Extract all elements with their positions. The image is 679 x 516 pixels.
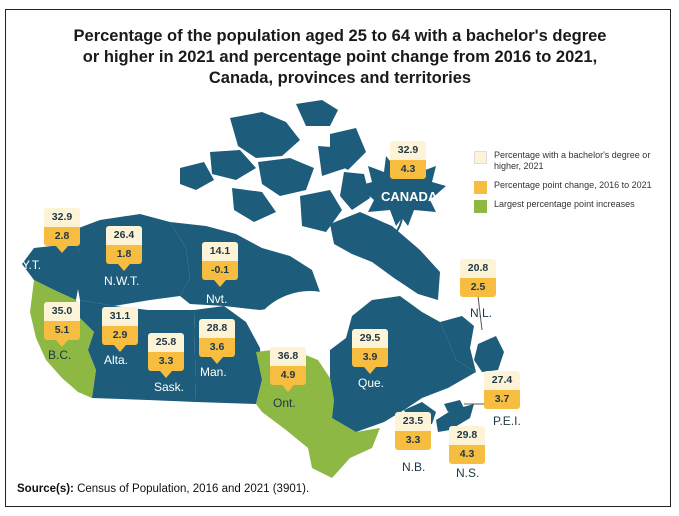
callout-nwt: 26.4 1.8 [106, 226, 142, 271]
pct-2021-value: 29.5 [352, 329, 388, 348]
callout-pointer [282, 385, 294, 392]
legend-swatch [474, 181, 487, 194]
hudson-bay [262, 290, 347, 355]
pct-2021-value: 23.5 [395, 412, 431, 431]
arctic-islands [180, 100, 370, 232]
change-value: 5.1 [44, 321, 80, 340]
pct-2021-value: 20.8 [460, 259, 496, 278]
region-label-sk: Sask. [154, 380, 185, 394]
callout-ns: 29.8 4.3 [449, 426, 485, 464]
callout-pointer [56, 246, 68, 253]
change-value: -0.1 [202, 261, 238, 280]
legend-label: Largest percentage point increases [494, 199, 635, 209]
change-value: 2.8 [44, 227, 80, 246]
legend-label: Percentage with a bachelor's degree or h… [494, 150, 651, 171]
change-value: 3.3 [395, 431, 431, 450]
region-label-qc: Que. [358, 376, 385, 390]
change-value: 2.5 [460, 278, 496, 297]
legend-swatch [474, 151, 487, 164]
region-label-on: Ont. [273, 396, 296, 410]
callout-pointer [364, 367, 376, 374]
region-label-ab: Alta. [104, 353, 129, 367]
region-shape-ns [436, 404, 474, 432]
region-label-nb: N.B. [402, 460, 426, 474]
map-title: Percentage of the population aged 25 to … [20, 26, 660, 89]
canada-label: CANADA [381, 189, 438, 204]
callout-mb: 28.8 3.6 [199, 319, 235, 364]
region-shape-nl-island [474, 336, 504, 372]
change-value: 4.3 [449, 445, 485, 464]
pct-2021-value: 35.0 [44, 302, 80, 321]
callout-yt: 32.9 2.8 [44, 208, 80, 253]
change-value: 2.9 [102, 326, 138, 345]
region-label-yt: Y.T. [22, 258, 42, 272]
change-value: 3.9 [352, 348, 388, 367]
region-label-nwt: N.W.T. [104, 274, 140, 288]
callout-nvt: 14.1 -0.1 [202, 242, 238, 287]
pct-2021-value: 25.8 [148, 333, 184, 352]
title-line-2: or higher in 2021 and percentage point c… [82, 48, 598, 66]
legend-item-pct: Percentage with a bachelor's degree or h… [474, 150, 654, 172]
region-shape-nl [440, 316, 476, 372]
region-label-nl: N.L. [470, 306, 493, 320]
pct-2021-value: 28.8 [199, 319, 235, 338]
change-value: 1.8 [106, 245, 142, 264]
legend: Percentage with a bachelor's degree or h… [474, 150, 654, 218]
pct-2021-value: 31.1 [102, 307, 138, 326]
region-label-mb: Man. [200, 365, 227, 379]
callout-pe: 27.4 3.7 [484, 371, 520, 409]
callout-canada: 32.9 4.3 [390, 141, 426, 179]
region-label-ns: N.S. [456, 466, 480, 480]
callout-bc: 35.0 5.1 [44, 302, 80, 347]
title-line-3: Canada, provinces and territories [208, 69, 472, 87]
legend-swatch [474, 200, 487, 213]
callout-qc: 29.5 3.9 [352, 329, 388, 374]
pct-2021-value: 14.1 [202, 242, 238, 261]
callout-ab: 31.1 2.9 [102, 307, 138, 352]
callout-nl: 20.8 2.5 [460, 259, 496, 297]
change-value: 3.7 [484, 390, 520, 409]
legend-item-change: Percentage point change, 2016 to 2021 [474, 180, 654, 194]
baffin-island [330, 212, 440, 300]
change-value: 3.6 [199, 338, 235, 357]
callout-pointer [56, 340, 68, 347]
pct-2021-value: 29.8 [449, 426, 485, 445]
legend-item-largest: Largest percentage point increases [474, 199, 654, 213]
callout-on: 36.8 4.9 [270, 347, 306, 392]
title-line-1: Percentage of the population aged 25 to … [73, 27, 607, 45]
change-value: 3.3 [148, 352, 184, 371]
callout-pointer [114, 345, 126, 352]
region-label-pe: P.E.I. [493, 414, 521, 428]
callout-pointer [118, 264, 130, 271]
callout-pointer [214, 280, 226, 287]
change-value: 4.9 [270, 366, 306, 385]
pct-2021-value: 32.9 [44, 208, 80, 227]
callout-pointer [211, 357, 223, 364]
pct-2021-value: 27.4 [484, 371, 520, 390]
pct-2021-value: 36.8 [270, 347, 306, 366]
region-label-nvt: Nvt. [206, 292, 228, 306]
region-label-bc: B.C. [48, 348, 72, 362]
pct-2021-value: 32.9 [390, 141, 426, 160]
callout-sk: 25.8 3.3 [148, 333, 184, 378]
pct-2021-value: 26.4 [106, 226, 142, 245]
source-label: Source(s): [17, 483, 74, 495]
legend-label: Percentage point change, 2016 to 2021 [494, 180, 652, 190]
source-text: Census of Population, 2016 and 2021 (390… [77, 483, 310, 495]
change-value: 4.3 [390, 160, 426, 179]
source-note: Source(s): Census of Population, 2016 an… [17, 483, 309, 495]
callout-pointer [160, 371, 172, 378]
callout-nb: 23.5 3.3 [395, 412, 431, 450]
